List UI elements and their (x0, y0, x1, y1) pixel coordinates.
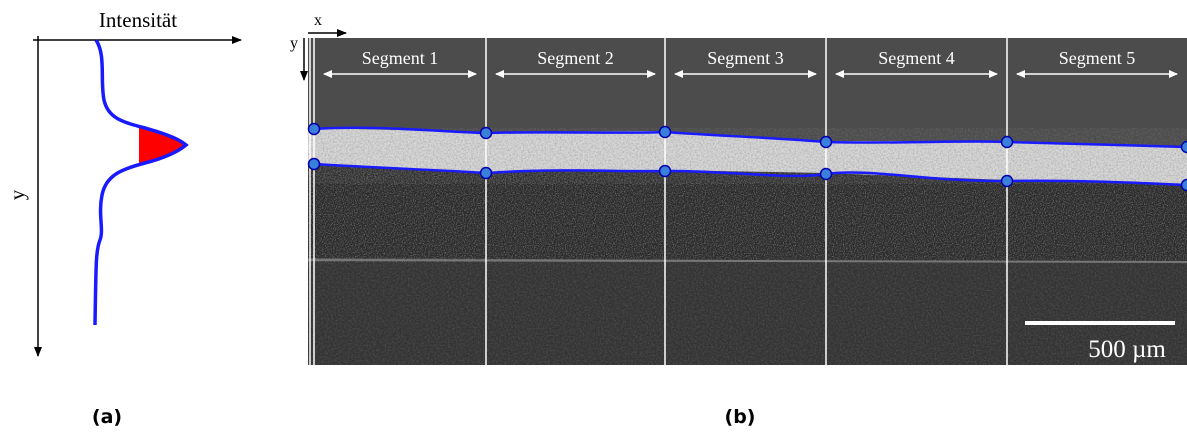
boundary-point (1000, 135, 1014, 149)
segment-lines (309, 38, 1008, 365)
boundary-point (1000, 174, 1014, 188)
panel-a: Intensität y (a) (5, 8, 242, 428)
boundary-point (819, 167, 833, 181)
segment-label: Segment 4 (878, 48, 955, 68)
segments: Segment 1 Segment 2 Segment 3 Segment 4 Segm… (323, 48, 1178, 78)
segment-label: Segment 3 (707, 48, 784, 68)
segment-label: Segment 1 (362, 48, 439, 68)
boundary-point (658, 125, 672, 139)
boundary-point (819, 135, 833, 149)
y-label: y (290, 35, 298, 52)
panel-b: Segment 1 Segment 2 Segment 3 Segment 4 Segm… (290, 12, 1187, 428)
caption: (b) (725, 406, 756, 428)
axis-label-intensity: Intensität (99, 8, 177, 32)
intensity-profile (93, 39, 189, 326)
lower-boundary (313, 162, 1187, 187)
scale-bar-label: 500 µm (1088, 336, 1166, 363)
boundary-point (1180, 178, 1187, 192)
boundary-point (1180, 140, 1187, 154)
boundary-point (658, 164, 672, 178)
boundary-points (307, 122, 1187, 192)
x-label: x (314, 12, 322, 29)
boundary-point (479, 166, 493, 180)
micrograph (308, 38, 1187, 365)
peak-area (139, 125, 186, 165)
caption: (a) (92, 406, 122, 428)
axis-label-y: y (5, 189, 29, 200)
segment-label: Segment 2 (537, 48, 614, 68)
boundary-point (307, 122, 321, 136)
segment-label: Segment 5 (1059, 48, 1136, 68)
upper-boundary (313, 126, 1187, 149)
boundary-point (307, 157, 321, 171)
boundary-point (479, 126, 493, 140)
